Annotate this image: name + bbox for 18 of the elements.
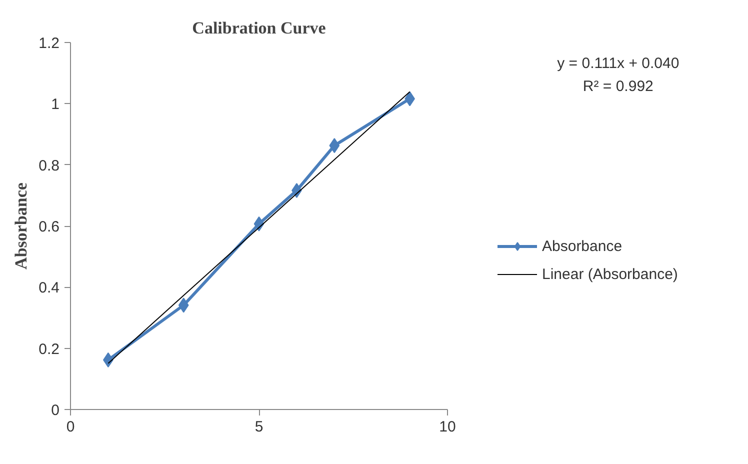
y-tick-label: 0.8 xyxy=(38,157,60,174)
y-tick-label: 1 xyxy=(51,96,60,114)
y-tick-label: 0 xyxy=(51,402,60,419)
point xyxy=(329,138,340,154)
x-tick-label: 10 xyxy=(439,418,456,436)
y-tick-label: 0.4 xyxy=(38,280,60,297)
point xyxy=(178,298,189,313)
text: y = 0.111x + 0.040 xyxy=(557,54,680,72)
legend-label: Absorbance xyxy=(542,238,622,254)
x-tick-label: 5 xyxy=(254,418,264,436)
chart-title: Calibration Curve xyxy=(192,18,326,38)
legend-label: Linear (Absorbance) xyxy=(542,266,678,282)
x-tick-label: 0 xyxy=(66,418,75,436)
y-tick-label: 1.2 xyxy=(38,35,60,52)
text: R² = 0.992 xyxy=(582,78,654,96)
y-tick-label: 0.6 xyxy=(38,218,60,236)
y-axis-title: Absorbance xyxy=(12,182,31,270)
y-tick-label: 0.2 xyxy=(38,340,60,358)
